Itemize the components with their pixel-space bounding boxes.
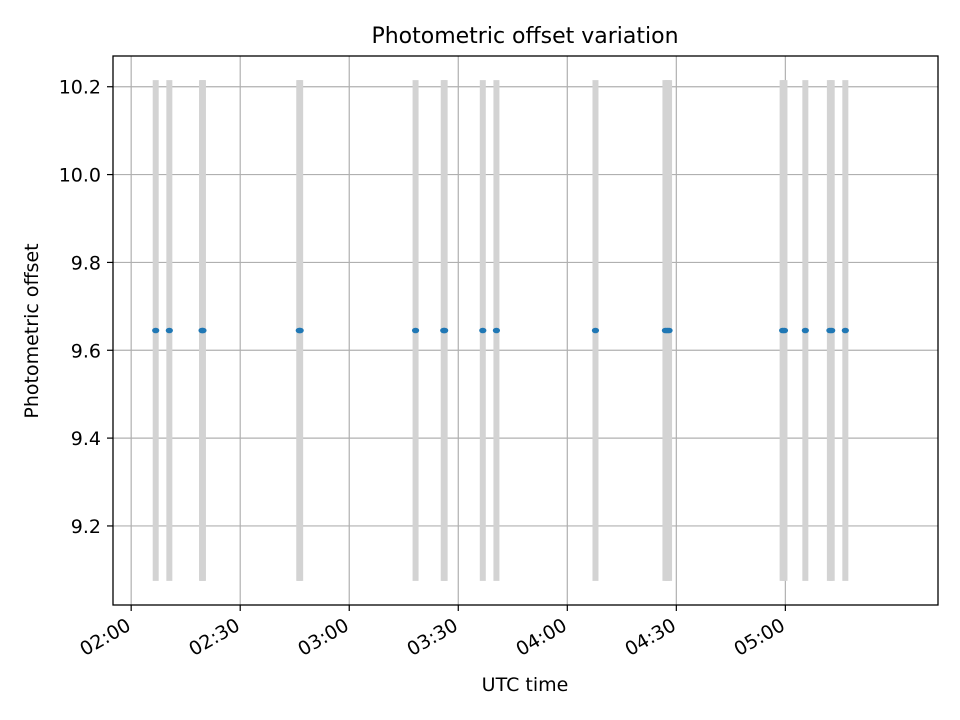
data-point	[492, 327, 501, 334]
x-tick-label: 02:30	[185, 614, 243, 660]
data-point	[841, 327, 849, 334]
x-tick-label: 04:00	[512, 614, 570, 660]
x-tick-label: 03:30	[403, 614, 461, 660]
chart-title: Photometric offset variation	[371, 24, 678, 49]
y-tick-label: 10.2	[59, 77, 101, 99]
y-axis-label: Photometric offset	[21, 243, 43, 418]
x-axis-ticks: 02:00 02:30 03:00 03:30 04:00 04:30 05:00	[76, 605, 789, 661]
x-tick-label: 05:00	[730, 614, 788, 660]
data-point	[165, 327, 173, 334]
x-tick-label: 03:00	[294, 614, 352, 660]
data-point	[780, 327, 789, 334]
y-tick-label: 10.0	[59, 165, 101, 187]
data-points	[152, 327, 849, 334]
data-point	[828, 327, 836, 334]
y-tick-label: 9.2	[71, 516, 101, 538]
grid	[113, 56, 938, 605]
data-point	[199, 327, 207, 334]
data-point	[296, 327, 304, 334]
data-point	[591, 327, 600, 334]
y-tick-label: 9.6	[71, 340, 101, 362]
data-point	[479, 327, 487, 334]
x-tick-label: 04:30	[621, 614, 679, 660]
x-tick-label: 02:00	[76, 614, 134, 660]
data-point	[441, 327, 449, 334]
y-tick-label: 9.8	[71, 252, 101, 274]
y-tick-label: 9.4	[71, 428, 101, 450]
data-point	[801, 327, 809, 334]
y-axis-ticks: 9.2 9.4 9.6 9.8 10.0 10.2	[59, 77, 113, 538]
error-bars	[152, 80, 849, 581]
plot-frame	[112, 55, 939, 606]
data-point	[411, 327, 420, 334]
data-point	[665, 327, 673, 334]
x-axis-label: UTC time	[482, 674, 569, 696]
data-point	[152, 327, 160, 334]
